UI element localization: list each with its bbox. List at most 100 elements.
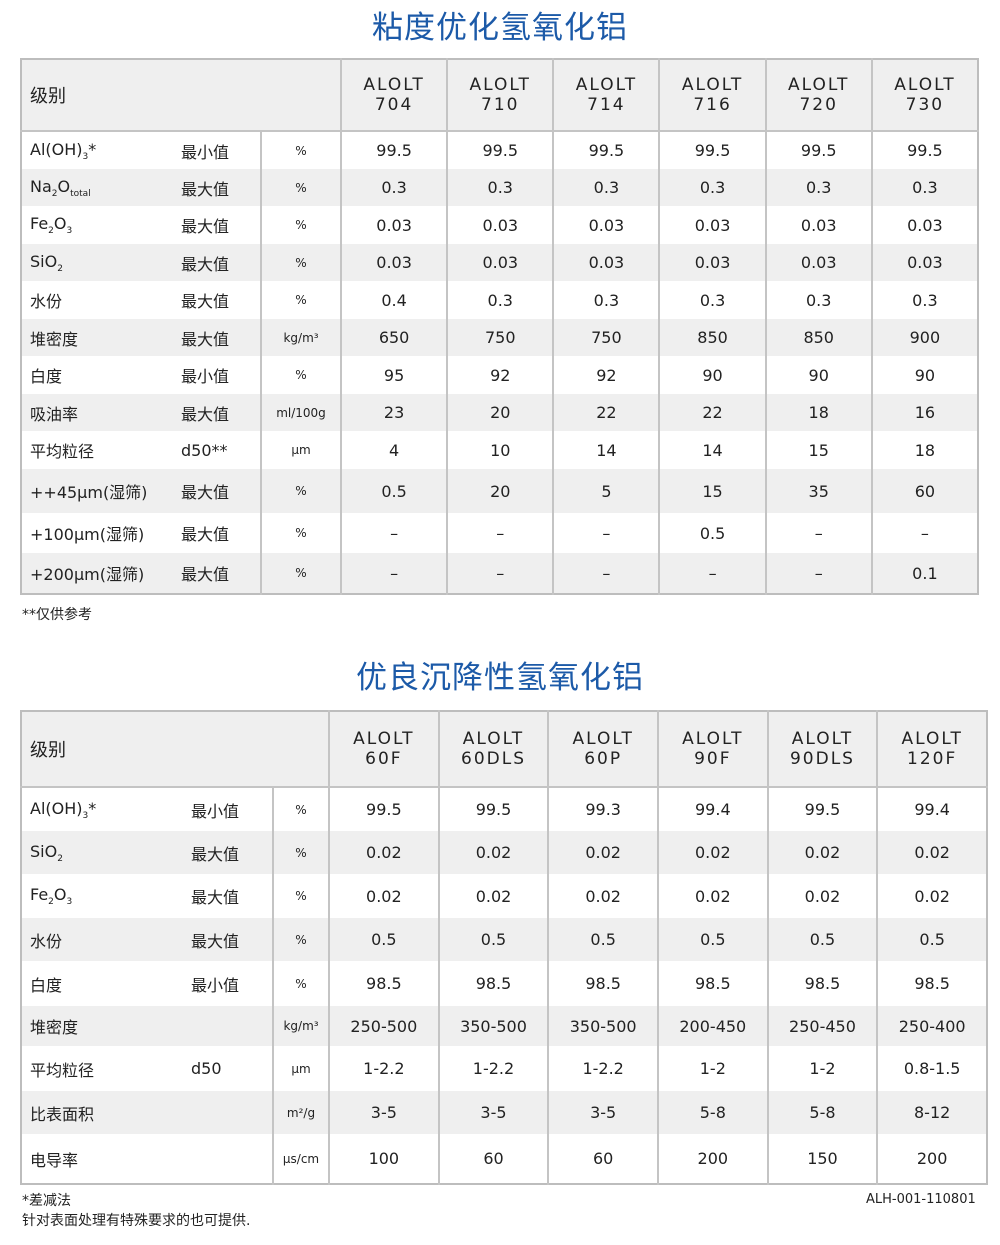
property-name-part: 比表面积 <box>30 1104 95 1124</box>
grade-header: ALOLT 714 <box>552 59 660 132</box>
cell-value: 0.5 <box>658 513 766 553</box>
property-name: +100µm(湿筛) <box>21 513 181 553</box>
table-row: 电导率 µs/cm 100 60 60 200 150 200 <box>21 1134 987 1184</box>
table-row: 水份 最大值% 0.5 0.5 0.5 0.5 0.5 0.5 <box>21 918 987 961</box>
cell-value: 0.03 <box>552 206 660 244</box>
header-row: 级别 ALOLT 704 ALOLT 710 ALOLT 714 ALOLT 716 ALOLT 7… <box>21 59 978 132</box>
property-name-part: 白度 <box>30 975 63 995</box>
property-name: 堆密度 <box>21 1006 191 1046</box>
property-qualifier: 最小值 <box>181 142 230 162</box>
property-name-part: 吸油率 <box>30 404 79 424</box>
property-unit: kg/m³ <box>271 1006 330 1046</box>
property-qualifier: 最大值 <box>181 169 261 206</box>
grade-header: ALOLT 90F <box>656 711 768 788</box>
cell-value: 15 <box>764 431 872 469</box>
grade-header: ALOLT 730 <box>870 59 978 132</box>
cell-value: 0.1 <box>870 553 978 594</box>
cell-value: 99.5 <box>552 131 660 169</box>
property-name-part: ++45µm(湿筛) <box>30 483 148 502</box>
property-name-part: Fe <box>30 214 49 233</box>
property-name-part: Na <box>30 176 52 196</box>
cell-value: 0.03 <box>340 244 448 281</box>
cell-value: 99.5 <box>658 131 766 169</box>
property-qualifier: 最小值 <box>191 801 240 821</box>
property-qualifier: 最大值 <box>181 553 261 594</box>
grade-header: ALOLT 720 <box>764 59 872 132</box>
property-qualifier <box>191 1091 273 1134</box>
cell-value: 0.3 <box>340 169 448 206</box>
cell-value: – <box>870 513 978 553</box>
property-name-part: 2 <box>48 226 54 236</box>
property-unit: % <box>259 244 342 281</box>
property-name: 白度 <box>21 961 191 1006</box>
property-name: +200µm(湿筛) <box>21 553 181 594</box>
cell-value: 0.02 <box>328 874 439 918</box>
cell-value: 0.03 <box>658 206 766 244</box>
cell-value: 0.3 <box>552 281 660 319</box>
cell-value: 200 <box>876 1134 987 1184</box>
grade-header: ALOLT 120F <box>876 711 987 788</box>
cell-value: 0.3 <box>764 169 872 206</box>
property-unit: kg/m³ <box>259 319 342 356</box>
table-row: 堆密度 kg/m³ 250-500 350-500 350-500 200-450 250-… <box>21 1006 987 1046</box>
grade-header: ALOLT 716 <box>658 59 766 132</box>
grade-series: ALOLT <box>353 729 415 749</box>
cell-value: 98.5 <box>766 961 878 1006</box>
table-row: Fe2O3 最大值% 0.02 0.02 0.02 0.02 0.02 0.02 <box>21 874 987 918</box>
table2-footnote-2: 针对表面处理有特殊要求的也可提供. <box>22 1213 251 1229</box>
cell-value: 0.02 <box>656 874 768 918</box>
grade-code: 90DLS <box>789 749 855 769</box>
cell-value: 18 <box>870 431 978 469</box>
grade-code: 714 <box>587 95 626 115</box>
cell-value: 650 <box>340 319 448 356</box>
property-name-part: Al(OH) <box>30 139 83 159</box>
cell-value: – <box>764 553 872 594</box>
grade-series: ALOLT <box>681 75 744 95</box>
table-row: 比表面积 m²/g 3-5 3-5 3-5 5-8 5-8 8-12 <box>21 1091 987 1134</box>
cell-value: 99.5 <box>328 787 439 831</box>
property-name-part: 水份 <box>30 931 63 951</box>
grade-label: 级别 <box>21 711 330 788</box>
cell-value: 150 <box>766 1134 878 1184</box>
grade-header: ALOLT 710 <box>446 59 554 132</box>
property-qualifier: 最大值 <box>181 292 230 311</box>
grade-code: 720 <box>799 95 838 115</box>
table-viscosity-optimized: 级别 ALOLT 704 ALOLT 710 ALOLT 714 ALOLT 716 ALOLT 7… <box>20 58 979 595</box>
property-name-part: 平均粒径 <box>30 1060 95 1080</box>
cell-value: 0.03 <box>340 206 448 244</box>
cell-value: 0.3 <box>552 169 660 206</box>
property-unit: % <box>259 356 342 394</box>
cell-value: 0.02 <box>547 831 658 874</box>
cell-value: 18 <box>764 394 872 431</box>
cell-value: – <box>340 553 448 594</box>
grade-header: ALOLT 704 <box>340 59 448 132</box>
cell-value: 3-5 <box>547 1091 658 1134</box>
cell-value: 0.02 <box>876 874 987 918</box>
cell-value: 5-8 <box>656 1091 768 1134</box>
property-qualifier: 最大值 <box>181 319 261 356</box>
property-name: Al(OH)3* <box>21 787 191 831</box>
cell-value: 60 <box>870 469 978 513</box>
property-qualifier: 最大值 <box>181 244 261 281</box>
cell-value: 90 <box>658 356 766 394</box>
grade-label: 级别 <box>21 59 342 132</box>
cell-value: 92 <box>446 356 554 394</box>
cell-value: – <box>446 553 554 594</box>
cell-value: 99.3 <box>547 787 658 831</box>
table-row: Na2Ototal 最大值% 0.3 0.3 0.3 0.3 0.3 0.3 <box>21 169 978 206</box>
property-name: 堆密度 <box>21 319 181 356</box>
cell-value: 14 <box>658 431 766 469</box>
property-name-part: 3 <box>66 897 73 907</box>
property-name-part: 3 <box>82 810 89 821</box>
property-name: Fe2O3 <box>21 206 181 244</box>
cell-value: – <box>658 553 766 594</box>
cell-value: 4 <box>340 431 448 469</box>
property-unit: % <box>271 918 330 961</box>
cell-value: 850 <box>658 319 766 356</box>
property-qualifier: 最大值 <box>181 525 230 544</box>
cell-value: 22 <box>658 394 766 431</box>
property-name-part: 堆密度 <box>30 1018 79 1037</box>
property-name-part: 2 <box>51 188 58 199</box>
cell-value: 1-2 <box>656 1046 768 1091</box>
cell-value: 200-450 <box>656 1006 768 1046</box>
